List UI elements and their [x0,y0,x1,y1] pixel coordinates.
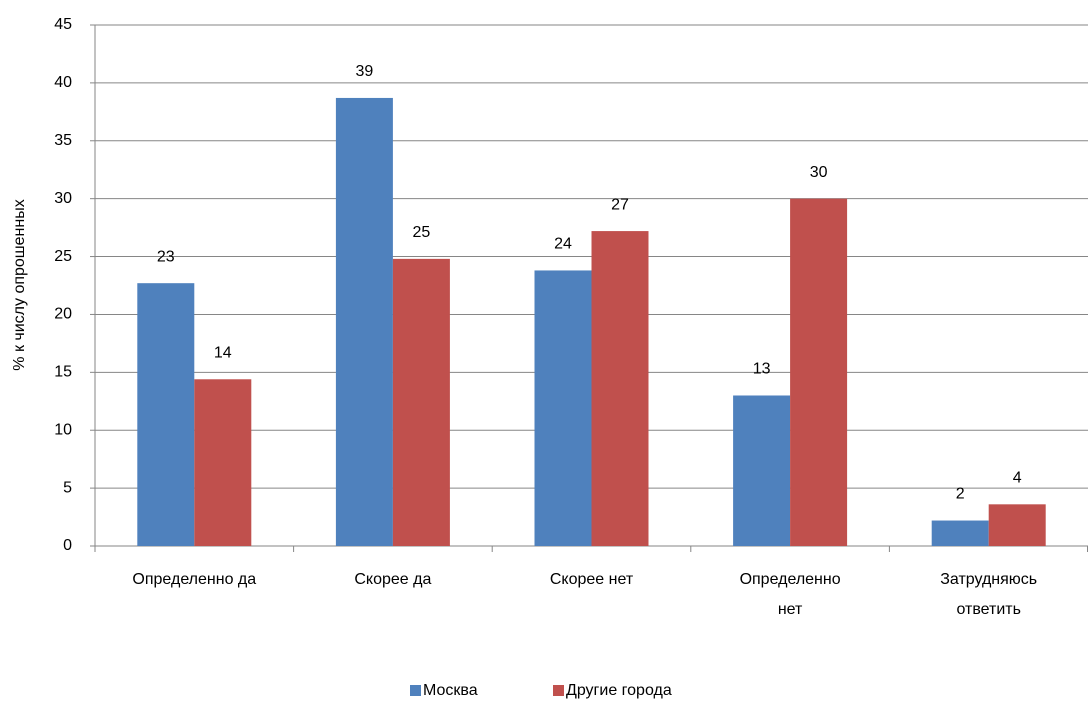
x-tick-label: Затрудняюсь ответить [940,571,1038,618]
bar [591,231,649,546]
bar [733,395,791,546]
y-tick-label: 5 [63,479,72,496]
y-tick-label: 35 [54,132,72,149]
y-tick-label: 40 [54,74,72,91]
data-label: 13 [753,361,771,378]
bar [534,270,592,546]
x-tick-label: Скорее нет [549,571,634,588]
data-label: 25 [413,224,431,241]
bar [931,520,989,546]
y-tick-label: 20 [54,306,72,323]
data-label: 23 [157,248,175,265]
y-tick-label: 30 [54,190,72,207]
bar [194,379,252,546]
x-tick-label: Определенно да [132,571,257,588]
bar [988,504,1046,546]
data-label: 27 [611,196,629,213]
y-tick-label: 45 [54,16,72,33]
legend-label: Другие города [566,682,672,699]
bar [392,258,450,546]
data-label: 39 [356,63,374,80]
x-tick-label: Определенно нет [739,571,841,618]
bar [790,198,848,546]
x-tick-label: Скорее да [354,571,432,588]
y-axis-title: % к числу опрошенных [11,199,28,370]
data-label: 2 [956,486,965,503]
y-tick-label: 10 [54,421,72,438]
legend-swatch [553,685,564,696]
data-label: 4 [1013,470,1022,487]
legend-swatch [410,685,421,696]
y-tick-label: 15 [54,364,72,381]
legend-label: Москва [423,682,478,699]
bar [137,283,195,546]
bar [335,97,393,546]
y-tick-label: 0 [63,537,72,554]
data-label: 14 [214,344,232,361]
data-label: 30 [810,164,828,181]
y-tick-label: 25 [54,248,72,265]
data-label: 24 [554,236,572,253]
